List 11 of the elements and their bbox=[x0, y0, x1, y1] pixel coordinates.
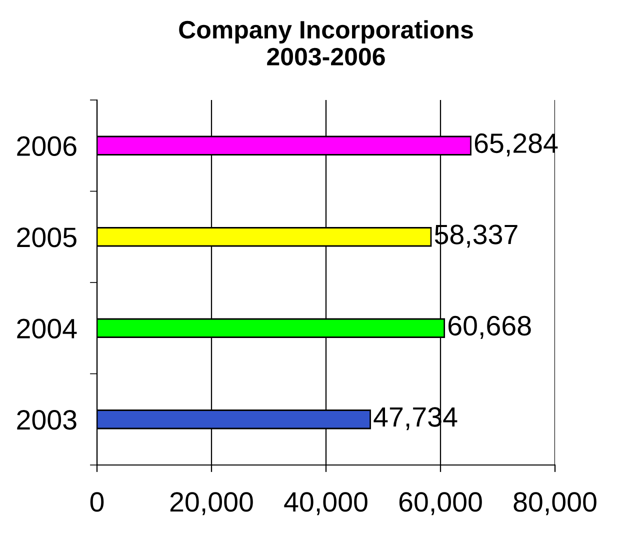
x-tick-label: 80,000 bbox=[514, 492, 596, 516]
y-tick-label: 2004 bbox=[17, 318, 77, 338]
y-tick-label: 2006 bbox=[17, 136, 76, 156]
x-tick-label: 0 bbox=[90, 492, 104, 512]
x-tick-label: 60,000 bbox=[399, 492, 482, 516]
x-tick-label: 40,000 bbox=[284, 492, 368, 516]
data-label: 60,668 bbox=[448, 316, 531, 339]
y-tick-label: 2003 bbox=[17, 410, 76, 430]
y-tick-label: 2005 bbox=[17, 228, 76, 248]
chart-title: Company Incorporations 2003-2006 bbox=[179, 20, 473, 66]
x-tick-label: 20,000 bbox=[170, 492, 253, 516]
